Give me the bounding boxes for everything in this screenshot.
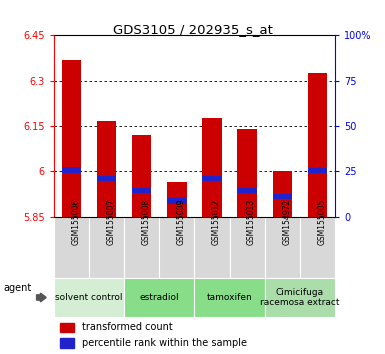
Bar [62,167,81,173]
Bar [238,129,257,217]
Text: GSM155009: GSM155009 [177,198,186,245]
Bar [203,176,222,181]
Bar [264,217,300,278]
Bar [54,278,124,317]
Bar [308,168,327,173]
Text: percentile rank within the sample: percentile rank within the sample [82,338,247,348]
Bar [124,217,159,278]
Bar [97,121,116,217]
Text: GSM154972: GSM154972 [282,198,291,245]
Text: GSM155006: GSM155006 [72,198,80,245]
Bar [124,278,194,317]
Bar [167,182,186,217]
Bar [60,323,74,332]
Text: solvent control: solvent control [55,293,123,302]
Text: GDS3105 / 202935_s_at: GDS3105 / 202935_s_at [112,23,273,36]
Text: agent: agent [4,283,32,293]
Bar [159,217,194,278]
Bar [194,217,229,278]
Bar [132,188,151,193]
Bar [132,135,151,217]
Text: GSM155005: GSM155005 [317,198,326,245]
Text: GSM155012: GSM155012 [212,199,221,245]
Bar [89,217,124,278]
Bar [203,119,222,217]
Bar [273,171,292,217]
Text: tamoxifen: tamoxifen [207,293,253,302]
Bar [194,278,265,317]
Bar [229,217,265,278]
Bar [308,73,327,217]
Bar [238,188,257,193]
Text: GSM155013: GSM155013 [247,198,256,245]
Bar [62,59,81,217]
Bar [273,194,292,199]
Bar [97,176,116,181]
Bar [60,338,74,348]
Bar [167,198,186,204]
Bar [54,217,89,278]
Bar [300,217,335,278]
Text: transformed count: transformed count [82,322,173,332]
Text: Cimicifuga
racemosa extract: Cimicifuga racemosa extract [260,288,340,307]
Bar [264,278,335,317]
Text: estradiol: estradiol [139,293,179,302]
Text: GSM155008: GSM155008 [142,198,151,245]
Text: GSM155007: GSM155007 [107,198,116,245]
